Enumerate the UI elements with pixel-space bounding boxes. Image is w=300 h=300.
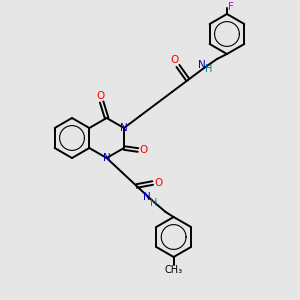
Text: H: H [205, 64, 213, 74]
Text: N: N [103, 153, 110, 163]
Text: N: N [198, 60, 206, 70]
Text: O: O [140, 145, 148, 155]
Text: O: O [171, 55, 179, 65]
Text: N: N [120, 123, 128, 133]
Text: O: O [154, 178, 163, 188]
Text: H: H [150, 198, 157, 208]
Text: N: N [143, 192, 151, 202]
Text: F: F [228, 2, 234, 12]
Text: O: O [97, 91, 105, 101]
Text: CH₃: CH₃ [165, 265, 183, 275]
